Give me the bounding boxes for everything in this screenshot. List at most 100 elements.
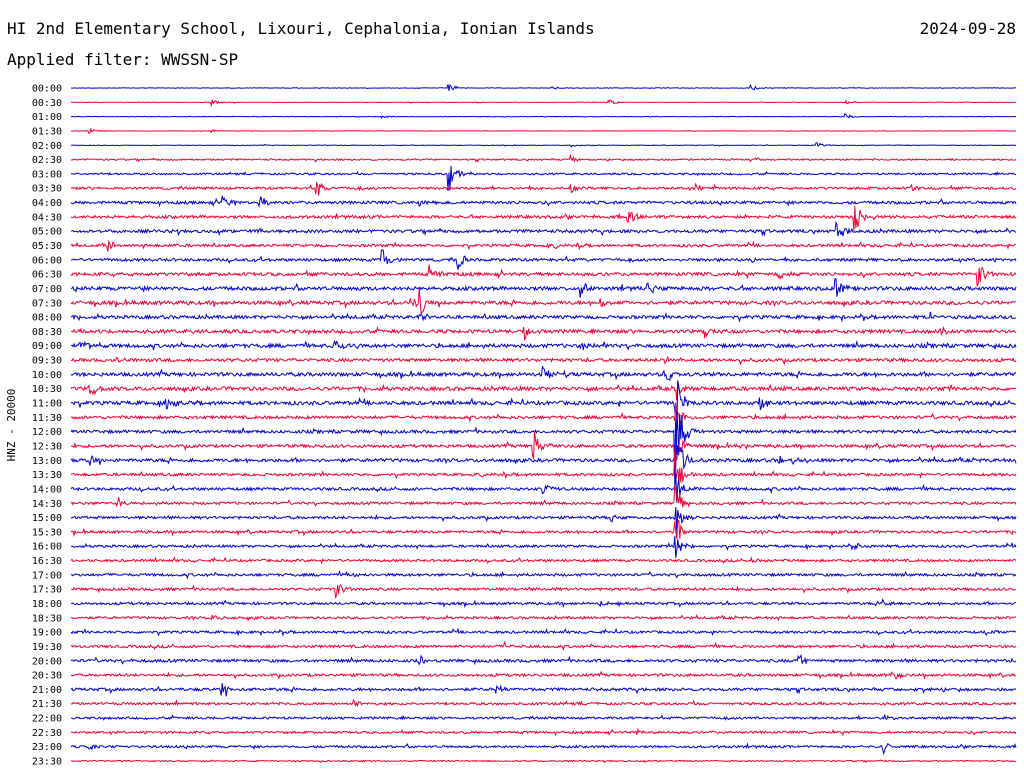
time-tick-label: 12:30	[32, 441, 62, 452]
trace-line	[70, 112, 1017, 119]
time-tick-label: 00:00	[32, 84, 62, 95]
time-tick-label: 17:00	[32, 570, 62, 581]
time-tick-label: 02:30	[32, 155, 62, 166]
time-tick-label: 03:00	[32, 169, 62, 180]
trace-line	[70, 520, 1017, 539]
trace-line	[71, 325, 1017, 342]
time-tick-label: 08:30	[32, 327, 62, 338]
trace-line	[70, 431, 1017, 461]
time-tick-label: 04:30	[32, 212, 62, 223]
trace-line	[70, 153, 1017, 163]
trace-line	[70, 277, 1017, 298]
time-tick-label: 00:30	[32, 98, 62, 109]
time-tick-label: 21:00	[32, 685, 62, 696]
trace-line	[70, 670, 1016, 680]
time-tick-label: 10:30	[32, 384, 62, 395]
time-tick-label: 18:00	[32, 599, 62, 610]
time-tick-label: 14:00	[32, 484, 62, 495]
station-title: HI 2nd Elementary School, Lixouri, Cepha…	[7, 19, 595, 38]
time-tick-label: 23:00	[32, 742, 62, 753]
trace-line	[70, 473, 1017, 503]
time-tick-label: 15:30	[32, 527, 62, 538]
time-tick-label: 17:30	[32, 585, 62, 596]
time-tick-label: 03:30	[32, 184, 62, 195]
time-tick-label: 06:00	[32, 255, 62, 266]
trace-line	[70, 83, 1017, 91]
trace-line	[70, 570, 1017, 580]
time-tick-label: 02:00	[32, 141, 62, 152]
time-tick-label: 12:00	[32, 427, 62, 438]
seismic-traces	[70, 83, 1017, 764]
time-tick-label: 22:30	[32, 728, 62, 739]
time-tick-label: 10:00	[32, 370, 62, 381]
filter-label: Applied filter: WWSSN-SP	[7, 50, 239, 69]
trace-line	[70, 759, 1017, 764]
time-tick-label: 19:30	[32, 642, 62, 653]
trace-line	[70, 205, 1017, 231]
trace-line	[70, 714, 1017, 721]
time-tick-label: 05:30	[32, 241, 62, 252]
trace-line	[70, 220, 1017, 237]
trace-line	[70, 239, 1017, 252]
trace-line	[70, 249, 1017, 270]
time-tick-label: 16:00	[32, 542, 62, 553]
trace-line	[70, 264, 1017, 287]
time-tick-label: 07:00	[32, 284, 62, 295]
time-tick-label: 04:00	[32, 198, 62, 209]
trace-line	[70, 165, 1017, 192]
trace-line	[70, 340, 1017, 351]
time-tick-label: 09:00	[32, 341, 62, 352]
trace-line	[70, 451, 1017, 484]
time-tick-label: 20:00	[32, 656, 62, 667]
trace-line	[71, 536, 1017, 558]
time-tick-label: 15:00	[32, 513, 62, 524]
trace-line	[70, 380, 1017, 401]
trace-line	[70, 288, 1017, 315]
trace-line	[70, 195, 1017, 208]
time-tick-label: 13:30	[32, 470, 62, 481]
time-tick-label: 01:30	[32, 126, 62, 137]
trace-line	[70, 506, 1017, 534]
trace-line	[70, 627, 1017, 637]
trace-line	[70, 653, 1017, 666]
trace-line	[70, 614, 1017, 622]
time-tick-label: 08:00	[32, 313, 62, 324]
time-tick-label: 07:30	[32, 298, 62, 309]
trace-line	[70, 380, 1017, 434]
trace-line	[71, 584, 1017, 599]
trace-line	[70, 402, 1017, 428]
time-tick-label: 11:30	[32, 413, 62, 424]
trace-line	[70, 422, 1017, 470]
trace-line	[70, 355, 1017, 366]
time-tick-label: 01:00	[32, 112, 62, 123]
trace-line	[70, 99, 1017, 108]
time-tick-label: 09:30	[32, 356, 62, 367]
time-tick-label: 22:00	[32, 714, 62, 725]
trace-line	[71, 142, 1017, 148]
trace-line	[70, 742, 1017, 756]
time-tick-label: 20:30	[32, 671, 62, 682]
date-label: 2024-09-28	[919, 19, 1016, 38]
time-axis-labels: 00:00 00:30 01:00 01:30 02:00 02:30 03:00 03:30…	[32, 84, 62, 768]
time-tick-label: 06:30	[32, 270, 62, 281]
channel-label: HNZ - 20000	[5, 389, 18, 462]
trace-line	[70, 127, 1016, 135]
trace-line	[70, 366, 1017, 382]
trace-line	[70, 181, 1017, 196]
time-tick-label: 18:30	[32, 613, 62, 624]
time-tick-label: 19:00	[32, 628, 62, 639]
trace-line	[70, 556, 1017, 565]
trace-line	[70, 411, 1017, 485]
time-tick-label: 21:30	[32, 699, 62, 710]
trace-line	[70, 698, 1017, 708]
time-tick-label: 05:00	[32, 227, 62, 238]
trace-line	[70, 727, 1017, 737]
time-tick-label: 16:30	[32, 556, 62, 567]
time-tick-label: 23:30	[32, 757, 62, 768]
trace-line	[70, 484, 1017, 508]
time-tick-label: 11:00	[32, 399, 62, 410]
time-tick-label: 14:30	[32, 499, 62, 510]
trace-line	[70, 683, 1017, 697]
trace-line	[70, 598, 1016, 609]
